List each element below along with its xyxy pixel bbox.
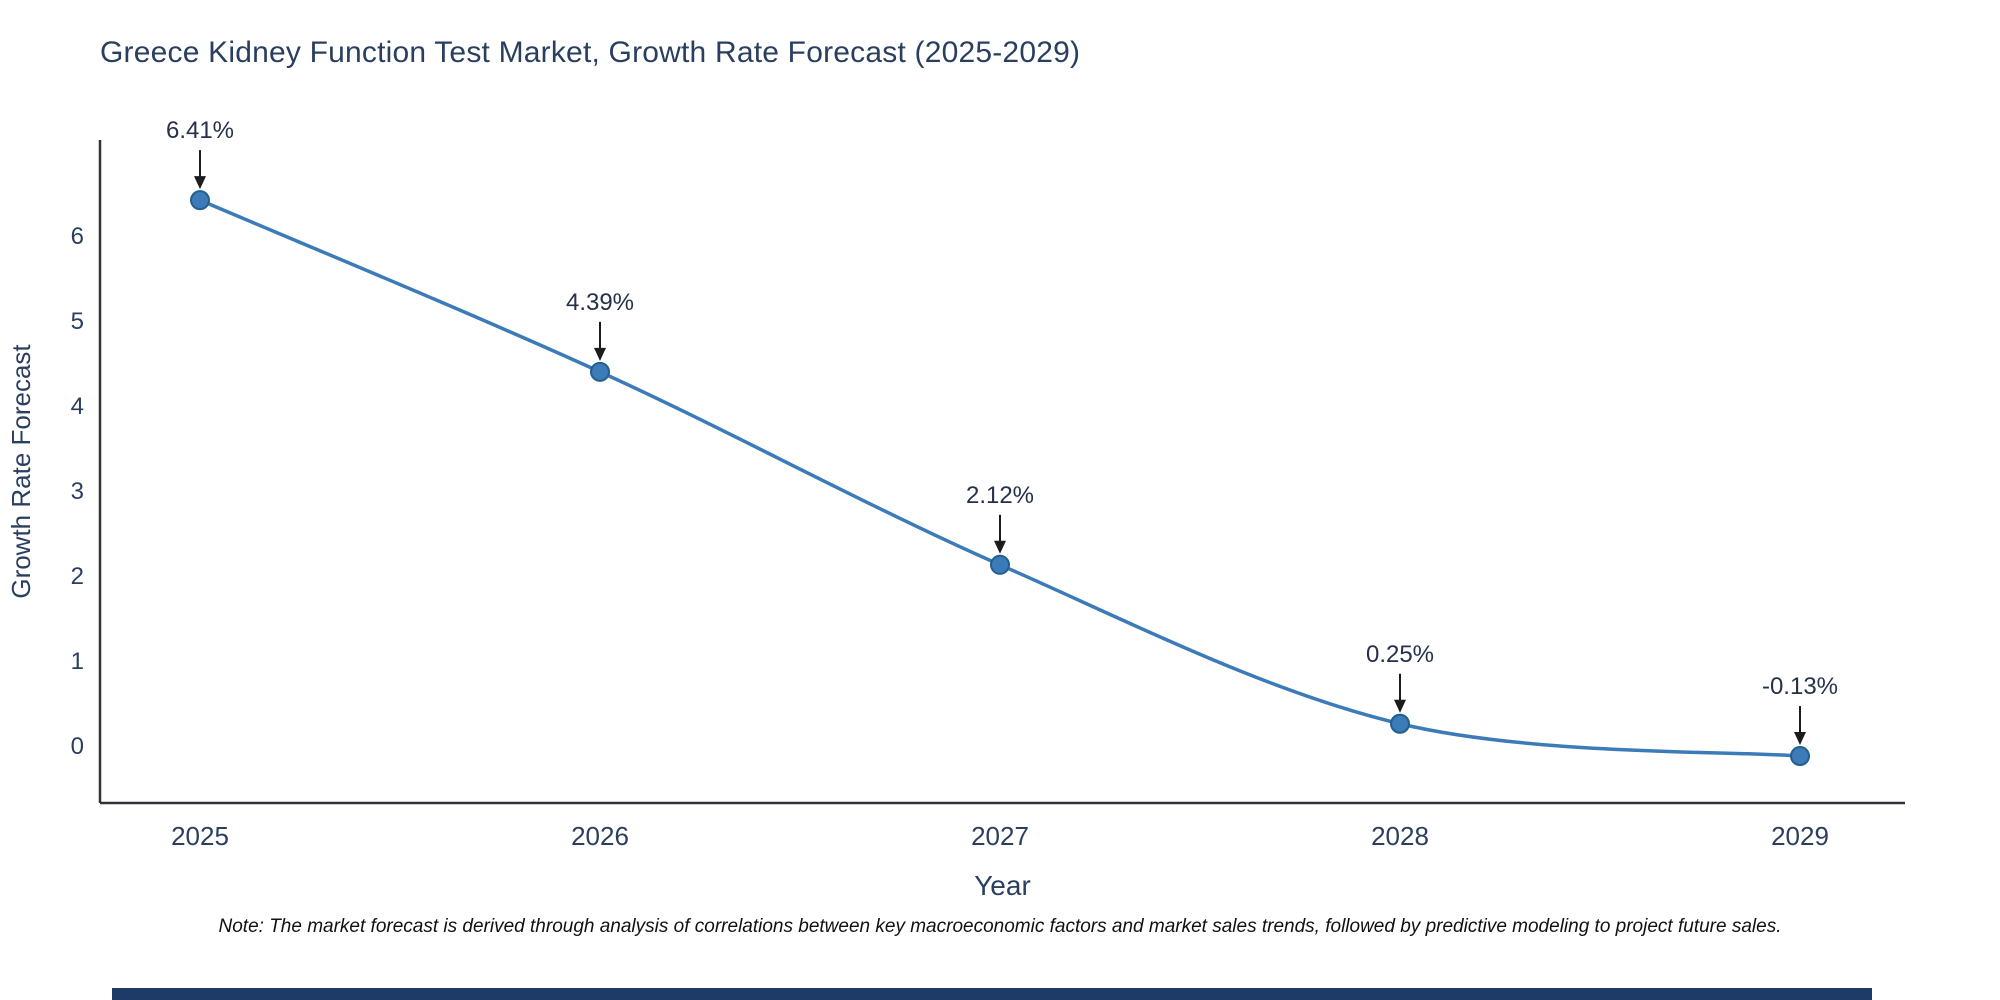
annotation-label: 0.25%: [1366, 641, 1434, 668]
annotation-label: -0.13%: [1762, 673, 1838, 700]
chart-marker: [190, 190, 210, 211]
chart-title: Greece Kidney Function Test Market, Grow…: [100, 36, 1081, 69]
chart-marker: [590, 361, 610, 382]
footnote: Note: The market forecast is derived thr…: [218, 916, 1782, 937]
y-tick-label: 6: [71, 223, 84, 250]
x-tick-label: 2025: [171, 821, 229, 851]
annotation-arrowhead: [194, 176, 206, 190]
y-tick-label: 0: [71, 733, 84, 760]
y-tick-label: 5: [71, 308, 84, 335]
chart-marker: [1390, 713, 1410, 734]
y-tick-label: 1: [71, 648, 84, 675]
x-tick-label: 2029: [1771, 821, 1829, 851]
y-axis-title: Growth Rate Forecast: [6, 344, 36, 599]
annotation-label: 6.41%: [166, 117, 234, 144]
annotation-label: 2.12%: [966, 482, 1034, 509]
y-tick-label: 2: [71, 563, 84, 590]
x-tick-label: 2028: [1371, 821, 1429, 851]
annotation-arrowhead: [1794, 732, 1806, 746]
x-tick-label: 2026: [571, 821, 629, 851]
footer-bar: [112, 988, 1872, 1000]
x-axis-title: Year: [974, 870, 1031, 901]
chart-marker: [1790, 746, 1810, 767]
annotation-arrowhead: [594, 347, 606, 361]
annotation-arrowhead: [1394, 699, 1406, 713]
chart-line: [198, 198, 1802, 758]
x-tick-label: 2027: [971, 821, 1029, 851]
annotation-label: 4.39%: [566, 289, 634, 316]
y-tick-label: 4: [71, 393, 84, 420]
chart-marker: [990, 554, 1010, 575]
annotation-arrowhead: [994, 540, 1006, 554]
y-tick-label: 3: [71, 478, 84, 505]
